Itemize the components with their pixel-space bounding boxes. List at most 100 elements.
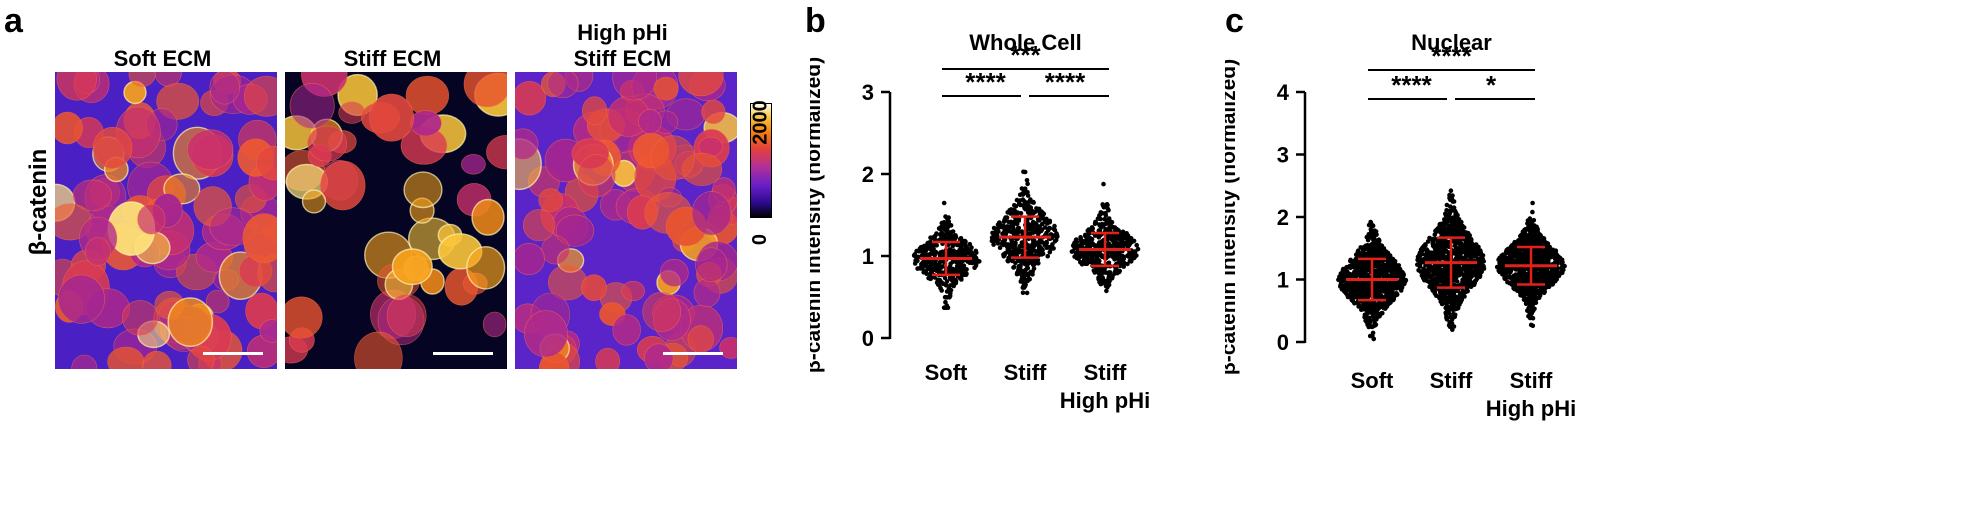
data-point [1520, 231, 1525, 237]
data-point [1371, 245, 1376, 250]
data-point [1548, 275, 1553, 281]
data-point [1465, 230, 1471, 236]
data-point [1438, 276, 1443, 281]
data-point [1540, 237, 1545, 243]
data-point [1391, 282, 1397, 287]
data-point [1024, 290, 1030, 296]
data-point [1020, 290, 1026, 296]
data-point [1537, 242, 1542, 247]
data-point [1016, 258, 1022, 264]
data-point [1384, 288, 1390, 293]
cell [154, 72, 182, 87]
data-point [1473, 254, 1478, 259]
data-point [1013, 245, 1018, 251]
data-point [1427, 253, 1433, 259]
x-category-label: Soft [1351, 368, 1394, 393]
data-point [1433, 229, 1439, 235]
data-point [1446, 218, 1451, 224]
cell [56, 72, 97, 101]
data-point [1530, 209, 1535, 215]
data-point [1110, 254, 1115, 259]
data-point [1426, 270, 1432, 275]
data-point [1364, 300, 1369, 306]
data-point [953, 234, 959, 240]
data-point [934, 268, 939, 274]
data-point [943, 283, 949, 288]
data-point [1524, 237, 1530, 243]
data-point [1372, 315, 1377, 320]
data-point [1370, 333, 1375, 339]
data-point [1418, 260, 1423, 266]
data-point [1035, 248, 1041, 254]
data-point [1103, 278, 1109, 284]
cell [386, 294, 427, 338]
data-point [1521, 266, 1527, 272]
data-point [1374, 292, 1380, 297]
data-point [1521, 297, 1527, 303]
data-point [947, 264, 953, 269]
data-point [1347, 264, 1352, 270]
data-point [1037, 218, 1042, 223]
data-point [1047, 249, 1053, 255]
cell [243, 76, 277, 117]
data-point [1120, 259, 1126, 265]
cell [555, 214, 595, 247]
data-point [1432, 253, 1437, 259]
data-point [1031, 266, 1037, 271]
data-point [1016, 229, 1021, 235]
data-point [1351, 285, 1357, 291]
data-point [1452, 306, 1457, 311]
data-point [1020, 285, 1026, 290]
data-point [1448, 197, 1453, 203]
data-point [1420, 251, 1425, 257]
data-point [1052, 239, 1058, 244]
data-point [1129, 257, 1134, 262]
data-point [1128, 236, 1133, 241]
data-point [1005, 242, 1011, 247]
cell [577, 154, 616, 198]
data-point [1351, 271, 1356, 276]
data-point [1390, 258, 1396, 264]
data-point [932, 234, 937, 239]
row-label-beta-catenin: β-catenin [25, 148, 52, 256]
data-point [1017, 192, 1023, 198]
data-point [1518, 293, 1523, 298]
cell [71, 354, 98, 369]
data-point [1443, 243, 1449, 248]
data-point [1390, 267, 1395, 273]
data-point [1535, 233, 1541, 239]
data-point [1041, 211, 1047, 217]
data-point [1016, 218, 1022, 223]
colorbar-min-label: 0 [749, 233, 771, 246]
cell [354, 331, 403, 369]
data-point [1521, 258, 1527, 263]
data-point [944, 295, 950, 300]
data-point [1105, 217, 1110, 223]
data-point [1365, 322, 1370, 328]
data-point [1463, 289, 1468, 295]
data-point [1438, 255, 1443, 260]
data-point [1366, 247, 1371, 253]
data-point [1357, 281, 1363, 287]
data-point [1372, 272, 1377, 277]
data-point [1434, 293, 1439, 299]
cell [653, 76, 679, 101]
data-point [1498, 255, 1503, 261]
data-point [1374, 263, 1379, 268]
data-point [1106, 241, 1111, 246]
data-point [1504, 247, 1509, 253]
data-point [1361, 284, 1366, 289]
data-point [1446, 322, 1452, 328]
cell [638, 109, 662, 134]
data-point [1025, 271, 1031, 277]
data-point [1029, 199, 1035, 205]
data-point [1520, 253, 1526, 259]
data-point [1099, 210, 1105, 216]
data-point [1549, 251, 1554, 257]
data-point [1503, 258, 1508, 264]
data-point [1534, 253, 1540, 259]
data-point [1028, 243, 1034, 249]
data-point [1018, 211, 1024, 216]
data-point [921, 270, 926, 275]
cell [84, 237, 111, 267]
